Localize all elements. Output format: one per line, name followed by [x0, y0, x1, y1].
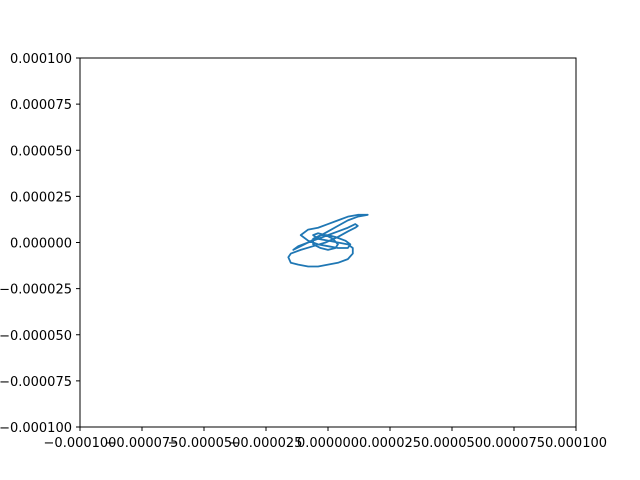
x-tick-label: 0.000000: [297, 436, 359, 451]
series-layer: [287, 213, 369, 268]
x-tick-label: −0.000075: [106, 436, 179, 451]
x-tick-label: 0.000100: [545, 436, 607, 451]
y-tick-label: −0.000075: [0, 375, 72, 390]
y-tick-label: 0.000100: [10, 52, 72, 67]
y-tick-label: 0.000050: [10, 144, 72, 159]
x-tick-label: 0.000050: [421, 436, 483, 451]
y-tick-label: −0.000025: [0, 283, 72, 298]
x-tick-label: −0.000050: [168, 436, 241, 451]
x-axis-ticks: −0.000100−0.000075−0.000050−0.0000250.00…: [44, 427, 607, 451]
x-tick-label: 0.000075: [483, 436, 545, 451]
y-tick-label: 0.000075: [10, 98, 72, 113]
y-axis-ticks: 0.000100 0.000075 0.000050 0.000025 0.000000…: [0, 52, 80, 436]
y-tick-label: 0.000000: [10, 237, 72, 252]
y-tick-label: −0.000100: [0, 421, 72, 436]
series-line: [287, 213, 369, 268]
x-tick-label: −0.000100: [44, 436, 117, 451]
plot-area: [80, 58, 576, 427]
y-tick-label: −0.000050: [0, 329, 72, 344]
x-tick-label: 0.000025: [359, 436, 421, 451]
plot-frame: [79, 57, 577, 428]
y-tick-label: 0.000025: [10, 190, 72, 205]
x-tick-label: −0.000025: [230, 436, 303, 451]
